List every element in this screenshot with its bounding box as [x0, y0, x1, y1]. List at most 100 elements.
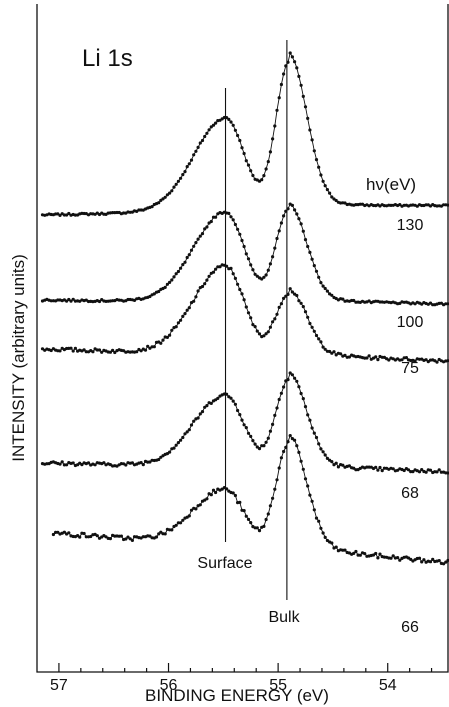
data-point: [172, 275, 176, 279]
data-point: [69, 346, 73, 350]
data-point: [308, 321, 312, 326]
data-point: [218, 265, 222, 269]
data-point: [260, 277, 264, 281]
data-point: [233, 402, 237, 406]
data-point: [185, 165, 189, 169]
data-point: [293, 60, 297, 64]
data-point: [319, 340, 323, 344]
data-point: [132, 298, 137, 302]
data-point: [183, 432, 187, 436]
data-point: [343, 353, 347, 357]
data-point: [442, 562, 446, 566]
data-point: [312, 431, 316, 435]
data-point: [183, 312, 187, 316]
data-point: [257, 332, 262, 336]
data-point: [231, 399, 235, 403]
data-point: [437, 468, 441, 472]
data-point: [179, 438, 183, 442]
data-point: [308, 418, 312, 422]
data-point: [260, 178, 264, 182]
series-label: 130: [397, 217, 424, 234]
data-point: [174, 272, 178, 276]
chart-title: Li 1s: [82, 45, 133, 72]
data-point: [170, 328, 174, 332]
data-point: [275, 478, 279, 482]
data-point: [367, 354, 371, 358]
data-point: [242, 151, 246, 156]
data-point: [189, 158, 194, 162]
data-point: [102, 461, 106, 465]
data-point: [242, 423, 246, 427]
data-point: [185, 308, 189, 312]
data-point: [62, 530, 66, 534]
data-point: [174, 325, 178, 329]
data-point: [194, 295, 198, 299]
data-point: [135, 350, 139, 354]
series-130: 130: [40, 51, 449, 234]
data-point: [198, 234, 202, 238]
data-point: [244, 252, 248, 256]
data-point: [310, 499, 314, 503]
data-point: [148, 534, 152, 538]
data-point: [321, 179, 325, 183]
data-point: [262, 444, 266, 448]
data-point: [113, 350, 117, 355]
data-point: [187, 514, 191, 518]
data-point: [196, 145, 200, 149]
data-point: [297, 74, 301, 78]
data-point: [179, 266, 183, 270]
data-point: [211, 123, 216, 127]
data-point: [264, 517, 268, 522]
data-point: [295, 212, 299, 216]
data-point: [84, 535, 88, 539]
data-point: [271, 137, 275, 141]
series-label: 100: [397, 314, 424, 331]
data-point: [203, 405, 207, 409]
series-line: [42, 372, 449, 474]
data-point: [100, 350, 104, 354]
data-point: [179, 521, 183, 525]
data-point: [297, 217, 301, 221]
data-point: [185, 255, 189, 260]
data-point: [214, 215, 218, 219]
data-point: [148, 294, 152, 299]
data-point: [126, 535, 130, 539]
data-point: [205, 131, 209, 135]
data-point: [163, 195, 167, 199]
data-point: [330, 195, 334, 199]
data-point: [242, 244, 246, 249]
data-point: [124, 463, 128, 467]
data-point: [207, 128, 211, 132]
data-point: [312, 149, 316, 153]
data-point: [325, 289, 329, 293]
data-point: [198, 503, 202, 507]
data-point: [181, 173, 185, 177]
data-point: [198, 141, 202, 145]
data-point: [424, 358, 428, 362]
data-point: [328, 191, 332, 195]
data-point: [279, 82, 283, 87]
data-point: [420, 468, 424, 472]
data-point: [233, 493, 237, 498]
data-point: [60, 460, 64, 464]
data-point: [374, 465, 378, 469]
data-point: [420, 203, 424, 208]
data-point: [275, 406, 279, 410]
data-point: [325, 188, 329, 192]
data-point: [253, 325, 257, 329]
data-point: [236, 408, 240, 413]
series-label: 66: [401, 619, 419, 636]
data-point: [165, 282, 169, 286]
data-point: [205, 497, 209, 501]
data-point: [446, 203, 449, 207]
data-point: [214, 490, 218, 495]
data-point: [273, 246, 277, 250]
data-point: [306, 116, 310, 120]
data-point: [187, 162, 191, 166]
data-point: [185, 430, 189, 434]
data-point: [301, 305, 305, 309]
data-point: [277, 229, 281, 233]
data-point: [378, 465, 382, 470]
x-tick-label: 57: [50, 677, 68, 694]
data-point: [314, 269, 319, 273]
